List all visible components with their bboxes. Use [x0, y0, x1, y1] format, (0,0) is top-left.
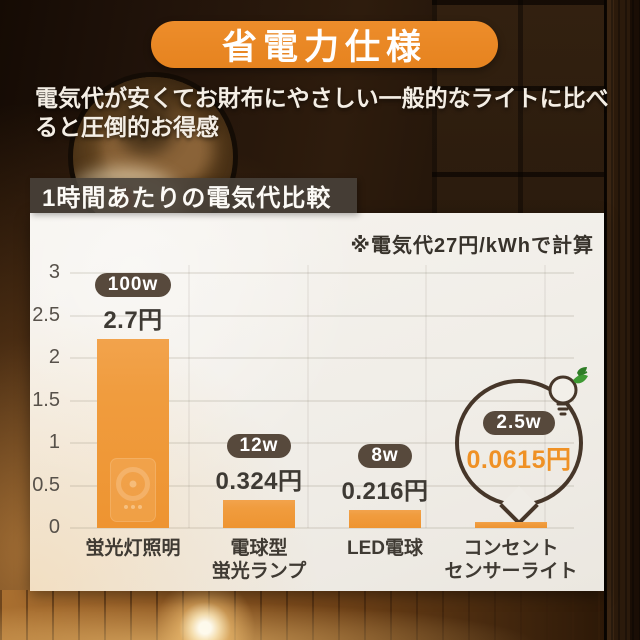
bar	[475, 522, 547, 528]
cost-label: 0.216円	[341, 478, 429, 505]
speech-bubble: 2.5w 0.0615円	[455, 367, 588, 507]
y-tick-label: 2.5	[32, 303, 60, 326]
wattage-badge: 100w	[94, 273, 172, 297]
cost-label: 2.7円	[103, 307, 163, 334]
gridline-vertical	[425, 265, 427, 528]
category-label: 蛍光灯照明	[85, 538, 181, 559]
chart-column: 100w 2.7円	[70, 273, 196, 528]
gridline	[70, 527, 574, 529]
gridline	[70, 399, 574, 402]
gridline-vertical	[188, 265, 190, 528]
chart-column: 12w 0.324円	[196, 273, 322, 528]
cat-stripes-decor	[117, 102, 176, 154]
category-label: コンセント センサーライト	[444, 538, 578, 583]
chart-note: ※電気代27円/kWhで計算	[350, 235, 594, 257]
y-tick-label: 0.5	[32, 473, 60, 496]
gridline	[70, 484, 574, 487]
chart-title-bar: 1時間あたりの電気代比較	[30, 178, 357, 213]
door-frame-decor	[604, 0, 640, 640]
wattage-badge: 2.5w	[483, 410, 555, 435]
chart-title: 1時間あたりの電気代比較	[42, 185, 332, 212]
category-label: LED電球	[346, 538, 424, 559]
wattage-badge: 8w	[358, 444, 412, 468]
gridline-vertical	[307, 265, 309, 528]
gridline	[70, 314, 574, 317]
chart-column: 8w 0.216円	[322, 273, 448, 528]
cost-label: 0.0615円	[466, 445, 572, 474]
gridline	[70, 272, 574, 274]
chart-panel: ※電気代27円/kWhで計算 3 2.5 2 1.5 1 0.5 0 100w 2.7円蛍光灯照…	[30, 213, 604, 591]
wood-floor-glow-decor	[0, 590, 640, 640]
y-tick-label: 0	[48, 516, 60, 539]
y-tick-label: 1	[48, 431, 60, 454]
y-tick-label: 3	[48, 261, 60, 284]
sensor-ring-icon	[116, 467, 150, 501]
intro-text: 電気代が安くてお財布にやさしい一般的なライトに比べると圧倒的お得感	[35, 85, 609, 140]
gridline	[70, 442, 574, 444]
gridline	[70, 357, 574, 359]
wattage-badge: 12w	[226, 434, 292, 458]
y-tick-label: 2	[48, 346, 60, 369]
highlight-bubble: 2.5w 0.0615円	[455, 367, 588, 526]
chart-column: 2.5w 0.0615円	[448, 273, 588, 528]
cost-label: 0.324円	[215, 468, 303, 495]
headline-banner-label: 省電力仕様	[221, 28, 427, 67]
chart-panel-content: ※電気代27円/kWhで計算 3 2.5 2 1.5 1 0.5 0 100w 2.7円蛍光灯照…	[30, 213, 604, 591]
eco-bulb-icon	[543, 367, 591, 421]
sensor-light-icon	[110, 458, 156, 522]
category-label: 電球型 蛍光ランプ	[211, 538, 307, 583]
y-tick-label: 1.5	[32, 388, 60, 411]
headline-banner: 省電力仕様	[151, 21, 498, 68]
sensor-dots-icon	[131, 505, 135, 509]
bar	[349, 510, 421, 528]
bar	[223, 500, 295, 528]
bar	[97, 339, 169, 528]
